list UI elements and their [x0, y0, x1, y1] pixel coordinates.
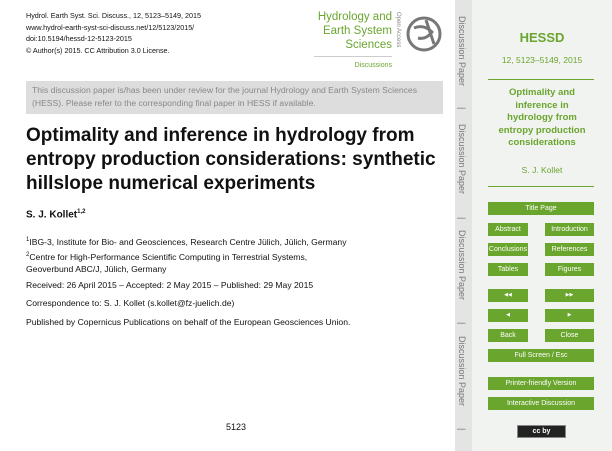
review-notice: This discussion paper is/has been under … — [26, 81, 443, 114]
globe-logo-icon — [406, 16, 442, 52]
sidebar: HESSD 12, 5123–5149, 2015 Optimality and… — [472, 0, 612, 451]
citation-header: Hydrol. Earth Syst. Sci. Discuss., 12, 5… — [26, 10, 201, 56]
strip-label: Discussion Paper — [457, 124, 467, 195]
interactive-discussion-button[interactable]: Interactive Discussion — [488, 397, 594, 410]
last-page-button[interactable]: ▶▶ — [545, 289, 594, 302]
strip-sep: | — [457, 322, 467, 325]
url-link[interactable]: www.hydrol-earth-syst-sci-discuss.net/12… — [26, 22, 195, 32]
logo-line: Earth System — [322, 25, 392, 37]
publisher-note: Published by Copernicus Publications on … — [26, 317, 351, 327]
journal-abbrev: HESSD — [519, 30, 565, 45]
close-button[interactable]: Close — [545, 329, 594, 342]
logo-line: Hydrology and — [317, 11, 392, 23]
license-line: © Author(s) 2015. CC Attribution 3.0 Lic… — [26, 45, 170, 55]
discussion-paper-strip: Discussion Paper | Discussion Paper | Di… — [455, 0, 472, 451]
conclusions-button[interactable]: Conclusions — [488, 243, 528, 256]
printer-friendly-button[interactable]: Printer-friendly Version — [488, 377, 594, 390]
doi-line: doi:10.5194/hessd-12-5123-2015 — [26, 34, 132, 43]
strip-label: Discussion Paper — [457, 230, 467, 301]
affiliations: 1IBG-3, Institute for Bio- and Geoscienc… — [26, 234, 446, 276]
logo-line: Sciences — [345, 39, 392, 51]
sidebar-author: S. J. Kollet — [521, 165, 563, 175]
author: S. J. Kollet1,2 — [26, 209, 85, 220]
back-button[interactable]: Back — [488, 329, 528, 342]
strip-sep: | — [457, 107, 467, 110]
cc-by-license-icon[interactable]: cc by — [517, 425, 566, 438]
strip-sep: | — [457, 217, 467, 220]
journal-logo: Hydrology and Earth System Sciences Disc… — [314, 10, 392, 73]
full-screen-button[interactable]: Full Screen / Esc — [488, 349, 594, 362]
author-sup: 1,2 — [77, 209, 86, 215]
abstract-button[interactable]: Abstract — [488, 223, 528, 236]
page-number: 5123 — [226, 422, 247, 432]
affiliation: 2Centre for High-Performance Scientific … — [26, 251, 308, 275]
open-access-label: Open Access — [395, 12, 401, 48]
affiliation: 1IBG-3, Institute for Bio- and Geoscienc… — [26, 236, 347, 247]
introduction-button[interactable]: Introduction — [545, 223, 594, 236]
figures-button[interactable]: Figures — [545, 263, 594, 276]
next-page-button[interactable]: ▶ — [545, 309, 594, 322]
tables-button[interactable]: Tables — [488, 263, 528, 276]
strip-label: Discussion Paper — [457, 336, 467, 407]
first-page-button[interactable]: ◀◀ — [488, 289, 528, 302]
dates: Received: 26 April 2015 – Accepted: 2 Ma… — [26, 280, 314, 290]
divider — [488, 79, 594, 80]
references-button[interactable]: References — [545, 243, 594, 256]
title-page-button[interactable]: Title Page — [488, 202, 594, 215]
author-name: S. J. Kollet — [26, 209, 78, 221]
divider — [488, 186, 594, 187]
correspondence: Correspondence to: S. J. Kollet (s.kolle… — [26, 298, 235, 308]
logo-sub: Discussions — [314, 56, 392, 73]
paper-title: Optimality and inference in hydrology fr… — [26, 125, 436, 194]
prev-page-button[interactable]: ◀ — [488, 309, 528, 322]
strip-sep: | — [457, 428, 467, 431]
volume-info: 12, 5123–5149, 2015 — [501, 55, 583, 65]
citation-line: Hydrol. Earth Syst. Sci. Discuss., 12, 5… — [26, 11, 201, 20]
short-title: Optimality and inference in hydrology fr… — [498, 87, 586, 148]
strip-label: Discussion Paper — [457, 16, 467, 87]
